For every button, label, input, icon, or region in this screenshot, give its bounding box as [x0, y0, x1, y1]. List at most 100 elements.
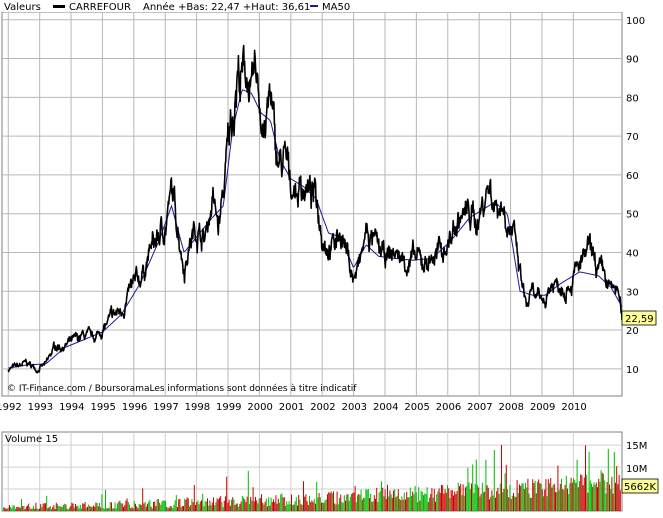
volume-bar — [533, 483, 535, 511]
volume-bar — [4, 507, 6, 511]
volume-bar — [415, 492, 417, 511]
volume-bar — [385, 498, 387, 511]
volume-bar — [525, 482, 526, 511]
volume-bar — [191, 499, 193, 511]
volume-bar — [521, 483, 523, 511]
x-tick-label: 1994 — [59, 402, 84, 413]
volume-bar — [407, 497, 409, 511]
x-tick-label: 2009 — [530, 402, 555, 413]
volume-bar — [447, 485, 448, 511]
volume-bar — [37, 509, 39, 511]
volume-bar — [431, 488, 433, 511]
volume-bar — [496, 491, 498, 511]
volume-bar — [70, 506, 72, 511]
volume-bar — [101, 494, 103, 511]
volume-bar — [539, 483, 541, 511]
volume-bar — [349, 496, 351, 511]
volume-bar — [108, 507, 110, 511]
volume-bar — [439, 493, 441, 511]
volume-bar — [306, 501, 308, 511]
volume-bar — [276, 503, 278, 511]
y-tick-label: 30 — [626, 287, 639, 298]
volume-bar — [132, 508, 134, 511]
volume-bar — [193, 485, 195, 511]
volume-bar — [593, 482, 595, 511]
price-series — [7, 44, 623, 374]
volume-bar — [73, 507, 75, 511]
x-tick-label: 1993 — [28, 402, 53, 413]
volume-bar — [175, 494, 177, 511]
y-tick-label: 50 — [626, 210, 639, 221]
volume-bar — [163, 500, 165, 511]
volume-bar — [247, 470, 249, 511]
volume-bar — [13, 505, 15, 511]
volume-bar — [480, 493, 482, 511]
volume-bar — [387, 484, 388, 511]
y-axis-ticks: 10 20 30 40 50 60 70 80 90 100 — [626, 16, 645, 376]
volume-bar — [64, 503, 66, 511]
volume-bar — [399, 498, 400, 511]
volume-bar — [323, 502, 325, 511]
volume-bar — [595, 482, 597, 511]
volume-bar — [166, 506, 168, 511]
volume-bar — [141, 505, 142, 511]
volume-bar — [137, 508, 139, 511]
volume-bar — [519, 484, 520, 511]
volume-bar — [339, 498, 340, 511]
volume-bar — [315, 503, 316, 511]
volume-bar — [556, 492, 558, 511]
y-tick-label: 70 — [626, 132, 639, 143]
volume-bar — [393, 490, 394, 511]
volume-bar — [445, 492, 447, 511]
volume-bar — [381, 481, 382, 511]
volume-bar — [397, 489, 399, 511]
volume-bar — [267, 506, 268, 511]
volume-bar — [268, 497, 270, 511]
x-tick-label: 2006 — [436, 402, 461, 413]
volume-bar — [127, 502, 129, 511]
volume-bar — [78, 508, 80, 511]
x-tick-label: 2010 — [561, 402, 586, 413]
volume-bar — [16, 507, 18, 511]
volume-bar — [215, 502, 217, 511]
volume-bar — [534, 480, 536, 511]
ma50-series — [8, 89, 623, 369]
volume-bar — [585, 445, 586, 511]
volume-bar — [522, 483, 524, 511]
volume-bar — [313, 498, 315, 511]
price-line — [7, 44, 623, 374]
volume-bar — [301, 504, 303, 511]
x-tick-label: 2002 — [310, 402, 335, 413]
volume-bar — [189, 506, 190, 511]
volume-bar — [143, 503, 145, 511]
volume-current-badge — [621, 478, 659, 494]
volume-bar — [54, 509, 56, 511]
volume-bar — [321, 502, 322, 511]
volume-bar — [153, 502, 154, 511]
volume-bar — [197, 500, 199, 511]
volume-bar — [3, 507, 4, 511]
volume-bar — [526, 487, 528, 511]
volume-bar — [169, 506, 171, 511]
y-tick-label: 40 — [626, 248, 639, 259]
volume-bar — [405, 499, 406, 511]
volume-bar — [490, 496, 492, 511]
volume-bar — [145, 506, 147, 511]
volume-bar — [337, 504, 339, 511]
volume-bar — [551, 487, 553, 511]
volume-bar — [167, 507, 169, 511]
volume-bar — [493, 450, 495, 511]
volume-bar — [31, 508, 33, 511]
volume-bar — [139, 504, 141, 511]
volume-bar — [40, 504, 42, 511]
volume-bars — [3, 444, 621, 511]
volume-bar — [235, 503, 237, 511]
volume-bar — [429, 497, 430, 511]
volume-bar — [297, 505, 298, 511]
volume-bar — [591, 483, 592, 511]
volume-bar — [435, 501, 436, 511]
volume-bar — [568, 494, 570, 511]
volume-bar — [298, 494, 300, 511]
volume-bar — [540, 483, 542, 511]
volume-bar — [84, 502, 86, 511]
